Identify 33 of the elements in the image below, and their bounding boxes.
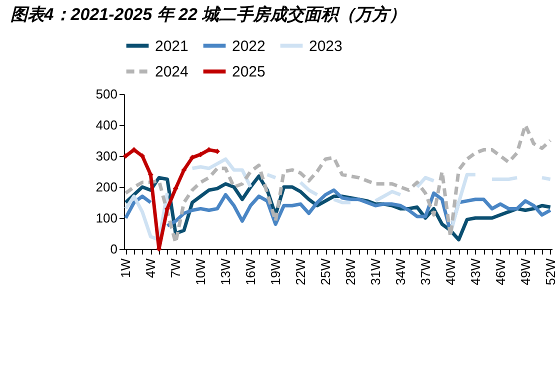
x-tick-label: 16W [243, 258, 258, 286]
x-tick-label: 19W [268, 258, 284, 286]
legend-label: 2022 [232, 38, 266, 55]
x-tick-label: 1W [118, 258, 134, 278]
point [122, 153, 128, 159]
x-tick-label: 52W [542, 258, 558, 286]
x-tick-label: 10W [193, 258, 208, 286]
legend-label: 2023 [309, 38, 342, 55]
x-tick-label: 34W [392, 258, 408, 286]
legend-label: 2024 [155, 64, 188, 80]
x-tick-label: 13W [218, 258, 234, 286]
x-tick-label: 49W [518, 258, 533, 286]
legend-label: 2021 [155, 38, 188, 55]
x-tick-label: 28W [342, 258, 358, 286]
y-tick-label: 400 [96, 118, 118, 132]
y-tick-label: 100 [96, 210, 118, 226]
point [181, 167, 187, 173]
y-tick-label: 200 [96, 180, 118, 194]
legend-label: 2025 [232, 64, 266, 80]
x-tick-label: 31W [368, 258, 383, 286]
y-tick-label: 0 [110, 242, 118, 256]
x-tick-label: 46W [492, 258, 508, 286]
chart-title: 图表4：2021-2025 年 22 城二手房成交面积（万方） [10, 5, 406, 24]
y-tick-label: 300 [96, 148, 118, 164]
point [131, 147, 137, 153]
x-tick-label: 4W [143, 258, 158, 278]
x-tick-label: 43W [468, 258, 483, 286]
x-tick-label: 7W [168, 258, 184, 278]
x-tick-label: 25W [318, 258, 334, 286]
x-tick-label: 37W [418, 258, 433, 286]
y-tick-label: 500 [96, 86, 118, 102]
x-tick-label: 22W [293, 258, 308, 286]
x-tick-label: 40W [442, 258, 458, 286]
